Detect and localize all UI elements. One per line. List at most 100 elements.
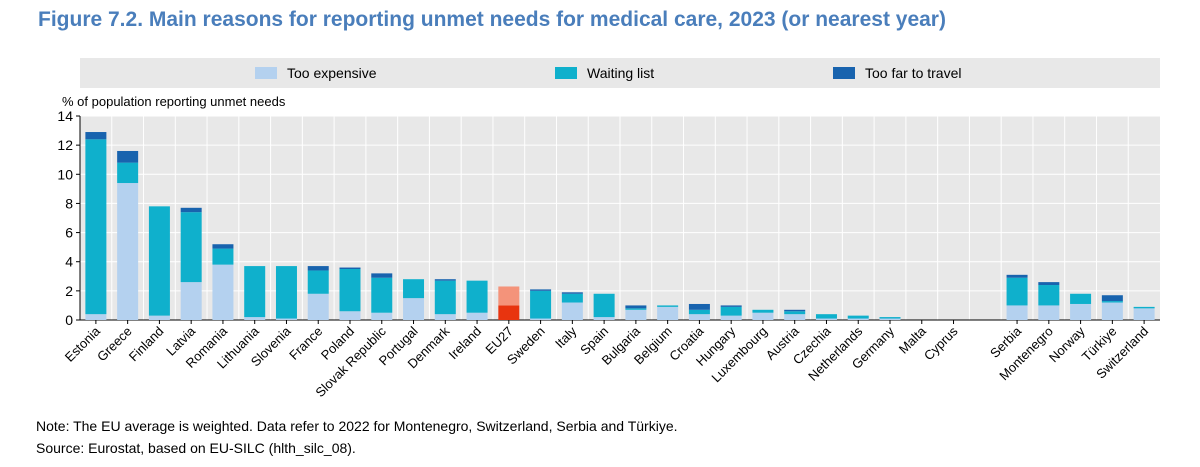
bar-expensive xyxy=(403,298,425,320)
bar-expensive xyxy=(847,318,869,320)
bar-travel xyxy=(1101,295,1123,302)
bar-expensive xyxy=(117,183,139,320)
x-tick-label: Greece xyxy=(94,324,135,365)
bar-waiting xyxy=(275,266,297,319)
bar-waiting xyxy=(561,293,583,303)
bar-expensive xyxy=(212,264,234,320)
bar-waiting xyxy=(815,314,837,319)
bar-waiting xyxy=(1070,293,1092,304)
bar-expensive xyxy=(275,318,297,320)
legend-item-waiting: Waiting list xyxy=(555,65,654,81)
bar-travel xyxy=(720,305,742,307)
bar-waiting xyxy=(688,309,710,315)
bar-waiting xyxy=(244,266,266,318)
legend-item-expensive: Too expensive xyxy=(255,65,377,81)
y-tick-label: 14 xyxy=(57,108,73,124)
bar-waiting xyxy=(339,269,361,312)
bar-travel xyxy=(530,289,552,291)
bar-waiting xyxy=(212,248,234,265)
legend: Too expensive Waiting list Too far to tr… xyxy=(80,58,1160,88)
legend-label-travel: Too far to travel xyxy=(865,65,962,81)
y-tick-label: 12 xyxy=(57,137,73,153)
bar-travel xyxy=(371,273,393,278)
y-tick-label: 2 xyxy=(65,283,73,299)
bar-expensive xyxy=(498,305,520,320)
x-tick-label: Estonia xyxy=(62,323,104,365)
bar-waiting xyxy=(752,309,774,313)
bar-waiting xyxy=(720,306,742,316)
bar-waiting xyxy=(307,270,329,294)
legend-swatch-expensive xyxy=(255,67,277,79)
bar-expensive xyxy=(625,309,647,320)
bar-expensive xyxy=(148,315,170,320)
bar-waiting xyxy=(1006,277,1028,306)
bar-waiting xyxy=(85,139,107,315)
x-tick-label: Cyprus xyxy=(921,323,961,363)
y-axis-label: % of population reporting unmet needs xyxy=(62,94,286,109)
bar-expensive xyxy=(1038,305,1060,320)
bar-travel xyxy=(212,244,234,249)
bar-travel xyxy=(117,150,139,163)
bar-expensive xyxy=(720,315,742,320)
bar-travel xyxy=(1038,282,1060,286)
bar-expensive xyxy=(530,318,552,320)
legend-swatch-travel xyxy=(833,67,855,79)
x-tick-label: France xyxy=(286,324,325,363)
x-tick-label: Ireland xyxy=(445,324,484,363)
bar-travel xyxy=(625,305,647,309)
bar-expensive xyxy=(784,314,806,320)
bar-travel xyxy=(180,207,202,213)
bar-expensive xyxy=(593,317,615,320)
source-text: Source: Eurostat, based on EU-SILC (hlth… xyxy=(36,440,356,456)
bar-expensive xyxy=(434,314,456,320)
y-tick-label: 4 xyxy=(65,254,73,270)
bar-expensive xyxy=(244,317,266,320)
legend-label-expensive: Too expensive xyxy=(287,65,377,81)
bar-expensive xyxy=(815,318,837,320)
bar-waiting xyxy=(403,279,425,299)
bar-waiting xyxy=(879,317,901,319)
bar-expensive xyxy=(561,302,583,320)
bar-waiting xyxy=(1133,306,1155,309)
bar-expensive xyxy=(1006,305,1028,320)
bar-expensive xyxy=(657,306,679,320)
bar-waiting xyxy=(466,280,488,313)
x-tick-label: Italy xyxy=(552,323,580,351)
bar-waiting xyxy=(148,206,170,316)
bar-waiting xyxy=(657,305,679,307)
bar-expensive xyxy=(339,311,361,320)
bar-waiting xyxy=(1101,301,1123,303)
bar-travel xyxy=(85,132,107,140)
bar-expensive xyxy=(1133,308,1155,320)
y-tick-label: 6 xyxy=(65,225,73,241)
bar-travel xyxy=(561,292,583,294)
chart-title: Figure 7.2. Main reasons for reporting u… xyxy=(38,8,946,31)
bar-expensive xyxy=(1070,303,1092,320)
bar-expensive xyxy=(371,312,393,320)
x-tick-label: Norway xyxy=(1046,323,1088,365)
legend-swatch-waiting xyxy=(555,67,577,79)
y-tick-label: 10 xyxy=(57,166,73,182)
bar-waiting xyxy=(847,315,869,319)
bar-travel xyxy=(784,309,806,312)
y-tick-label: 8 xyxy=(65,195,73,211)
bar-waiting xyxy=(498,286,520,306)
x-tick-label: Finland xyxy=(126,324,167,365)
bar-expensive xyxy=(752,312,774,320)
bar-waiting xyxy=(180,212,202,283)
bar-waiting xyxy=(371,277,393,313)
legend-label-waiting: Waiting list xyxy=(587,65,655,81)
bar-expensive xyxy=(307,293,329,320)
bar-expensive xyxy=(466,312,488,320)
bar-waiting xyxy=(593,293,615,318)
bar-travel xyxy=(339,267,361,269)
bar-waiting xyxy=(1038,285,1060,306)
bar-waiting xyxy=(434,280,456,315)
legend-item-travel: Too far to travel xyxy=(833,65,962,81)
bar-expensive xyxy=(1101,302,1123,320)
bar-waiting xyxy=(625,308,647,310)
bar-waiting xyxy=(784,311,806,315)
bar-waiting xyxy=(117,162,139,184)
note-text: Note: The EU average is weighted. Data r… xyxy=(36,418,678,434)
